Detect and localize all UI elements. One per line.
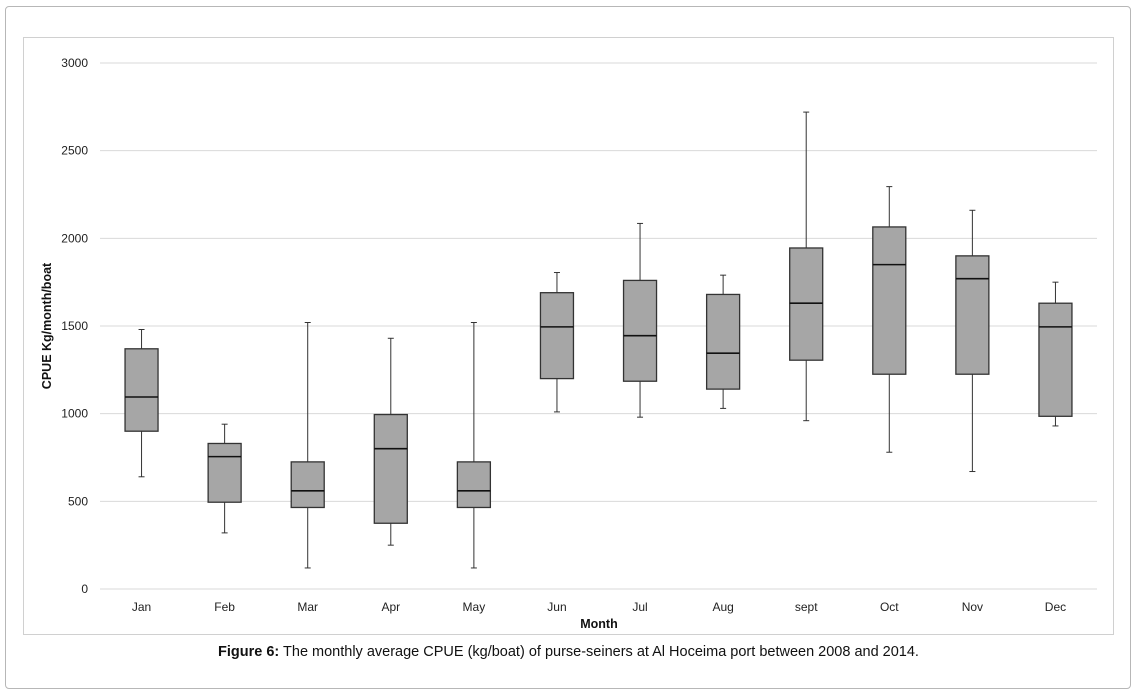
iqr-box bbox=[456, 461, 492, 509]
box-nov bbox=[955, 209, 990, 473]
x-tick-label: Mar bbox=[297, 600, 318, 614]
iqr-box bbox=[705, 293, 741, 390]
caption-text: The monthly average CPUE (kg/boat) of pu… bbox=[279, 644, 919, 660]
iqr-box bbox=[207, 442, 242, 503]
box-aug bbox=[705, 274, 741, 409]
box-sept bbox=[789, 111, 824, 422]
iqr-box bbox=[124, 348, 159, 432]
box-jun bbox=[539, 272, 575, 413]
iqr-box bbox=[622, 279, 658, 382]
y-tick-label: 1000 bbox=[61, 407, 88, 421]
iqr-box bbox=[789, 247, 824, 361]
y-tick-label: 3000 bbox=[61, 56, 88, 70]
x-axis-title: Month bbox=[580, 617, 617, 631]
x-tick-label: Nov bbox=[962, 600, 983, 614]
box-jan bbox=[124, 329, 159, 478]
x-tick-label: Feb bbox=[214, 600, 235, 614]
x-tick-label: Jul bbox=[632, 600, 647, 614]
figure-caption: Figure 6: The monthly average CPUE (kg/b… bbox=[0, 644, 1137, 660]
chart-area-border bbox=[23, 37, 1114, 635]
iqr-box bbox=[872, 226, 907, 375]
box-feb bbox=[207, 423, 242, 534]
box-mar bbox=[290, 321, 325, 569]
box-plot-chart: 0 500 1000 1500 2000 2500 3000 Jan Feb Mar Apr May… bbox=[40, 56, 1097, 631]
boxes bbox=[124, 111, 1073, 569]
y-tick-label: 1500 bbox=[61, 319, 88, 333]
x-tick-label: Aug bbox=[712, 600, 733, 614]
iqr-box bbox=[373, 413, 408, 524]
y-tick-label: 0 bbox=[81, 582, 88, 596]
box-may bbox=[456, 321, 492, 569]
box-jul bbox=[622, 222, 658, 418]
x-tick-label: Dec bbox=[1045, 600, 1066, 614]
y-axis-title: CPUE Kg/month/boat bbox=[40, 262, 54, 389]
x-tick-label: Oct bbox=[880, 600, 899, 614]
iqr-box bbox=[539, 292, 575, 380]
x-tick-label: May bbox=[463, 600, 486, 614]
y-axis-ticks: 0 500 1000 1500 2000 2500 3000 bbox=[61, 56, 88, 596]
x-tick-label: Jan bbox=[132, 600, 151, 614]
box-oct bbox=[872, 186, 907, 453]
x-tick-label: Jun bbox=[547, 600, 566, 614]
x-axis-ticks: Jan Feb Mar Apr May Jun Jul Aug sept Oct Nov Dec bbox=[132, 600, 1066, 614]
gridlines bbox=[100, 62, 1097, 590]
box-dec bbox=[1038, 281, 1073, 427]
iqr-box bbox=[955, 255, 990, 375]
box-apr bbox=[373, 337, 408, 546]
y-tick-label: 2500 bbox=[61, 144, 88, 158]
y-tick-label: 500 bbox=[68, 494, 88, 508]
iqr-box bbox=[290, 461, 325, 509]
y-tick-label: 2000 bbox=[61, 231, 88, 245]
caption-label: Figure 6: bbox=[218, 644, 280, 660]
x-tick-label: Apr bbox=[381, 600, 400, 614]
x-tick-label: sept bbox=[795, 600, 818, 614]
iqr-box bbox=[1038, 302, 1073, 417]
